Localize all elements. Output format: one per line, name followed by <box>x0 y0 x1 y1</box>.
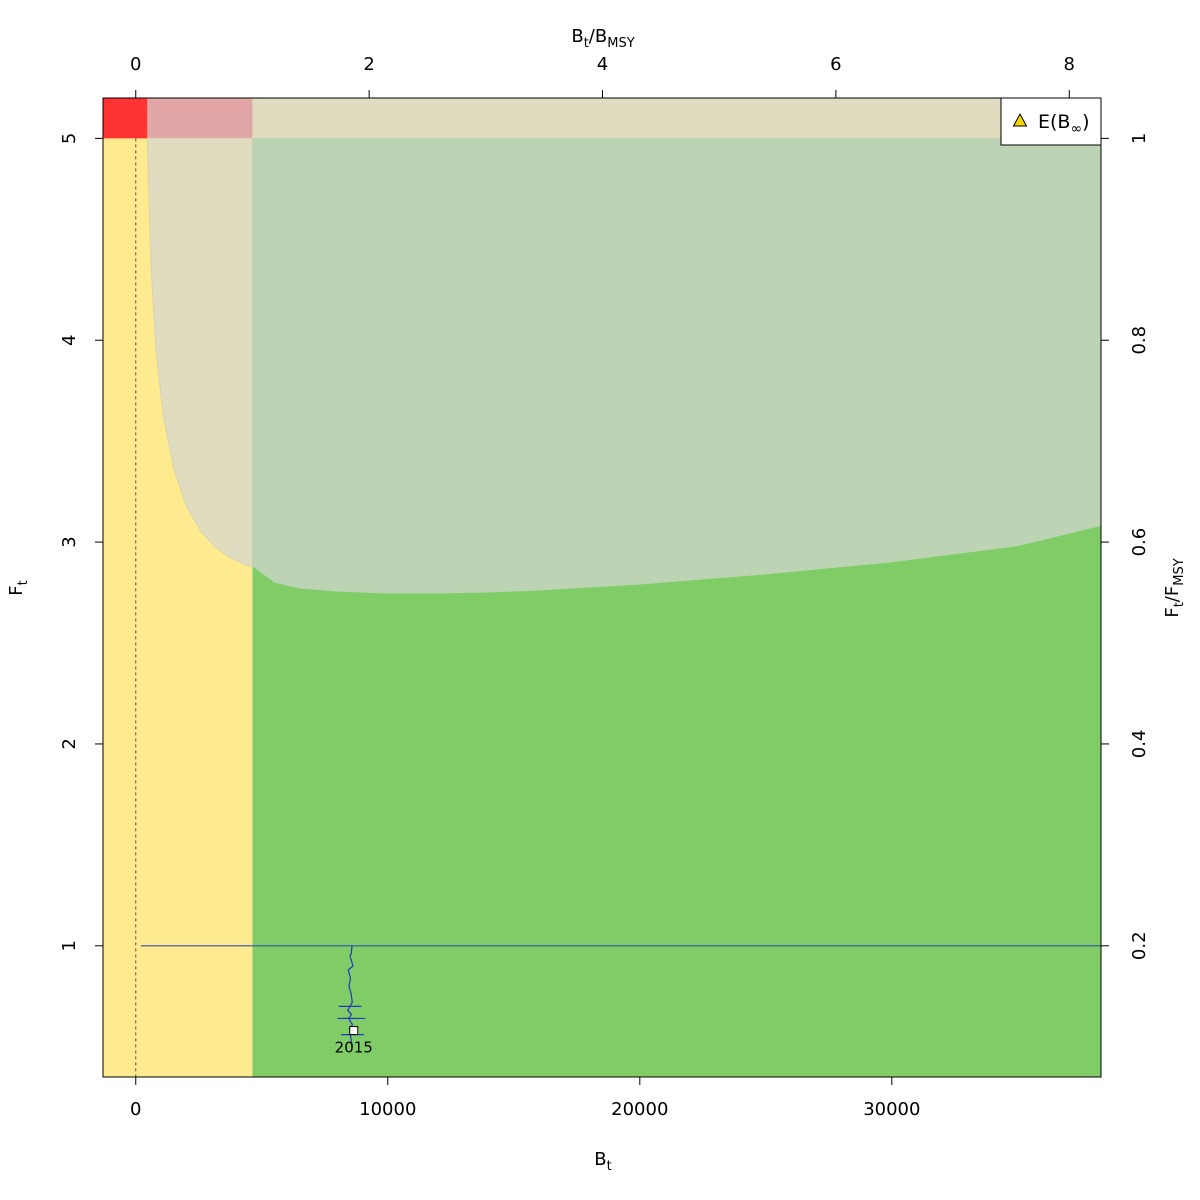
y-tick-label: 2 <box>59 738 80 749</box>
y-axis-title: Ft <box>6 580 31 595</box>
last-year-label: 2015 <box>335 1039 373 1057</box>
region-pale-green <box>252 138 1101 594</box>
right-axis-title: Ft/FMSY <box>1162 558 1187 617</box>
last-year-point <box>349 1026 359 1036</box>
y-tick-label: 5 <box>59 133 80 144</box>
y-tick-label: 1 <box>59 940 80 951</box>
top-axis-title: Bt/BMSY <box>571 26 634 51</box>
legend-triangle-icon <box>1012 112 1028 127</box>
right-tick-label: 1 <box>1129 133 1150 144</box>
legend-label: E(B∞) <box>1038 111 1090 137</box>
x-tick-label: 10000 <box>359 1099 416 1120</box>
region-tan-top <box>252 98 1101 139</box>
x-tick-label: 30000 <box>863 1099 920 1120</box>
top-tick-label: 6 <box>830 54 841 75</box>
right-tick-label: 0.2 <box>1129 931 1150 960</box>
region-red <box>103 98 148 139</box>
region-tan-curve <box>146 137 253 567</box>
y-tick-label: 3 <box>59 536 80 547</box>
right-tick-label: 0.6 <box>1129 528 1150 557</box>
top-tick-label: 8 <box>1064 54 1075 75</box>
x-axis-title: Bt <box>594 1149 611 1174</box>
background-regions <box>103 98 1101 1077</box>
y-tick-label: 4 <box>59 335 80 346</box>
right-tick-label: 0.8 <box>1129 326 1150 355</box>
x-tick-label: 0 <box>130 1099 141 1120</box>
top-tick-label: 0 <box>130 54 141 75</box>
plot-overlay: 2015 <box>135 138 1101 1077</box>
legend: E(B∞) <box>1000 97 1102 146</box>
right-tick-label: 0.4 <box>1129 730 1150 759</box>
plot-frame <box>102 97 1102 1078</box>
region-pink <box>147 98 253 139</box>
x-tick-label: 20000 <box>611 1099 668 1120</box>
top-tick-label: 4 <box>597 54 608 75</box>
axes: 0 10000 20000 30000 1 2 3 4 5 0 2 4 6 8 0.2 0.4 0.6 0.8 1 <box>59 54 1150 1120</box>
top-tick-label: 2 <box>363 54 374 75</box>
